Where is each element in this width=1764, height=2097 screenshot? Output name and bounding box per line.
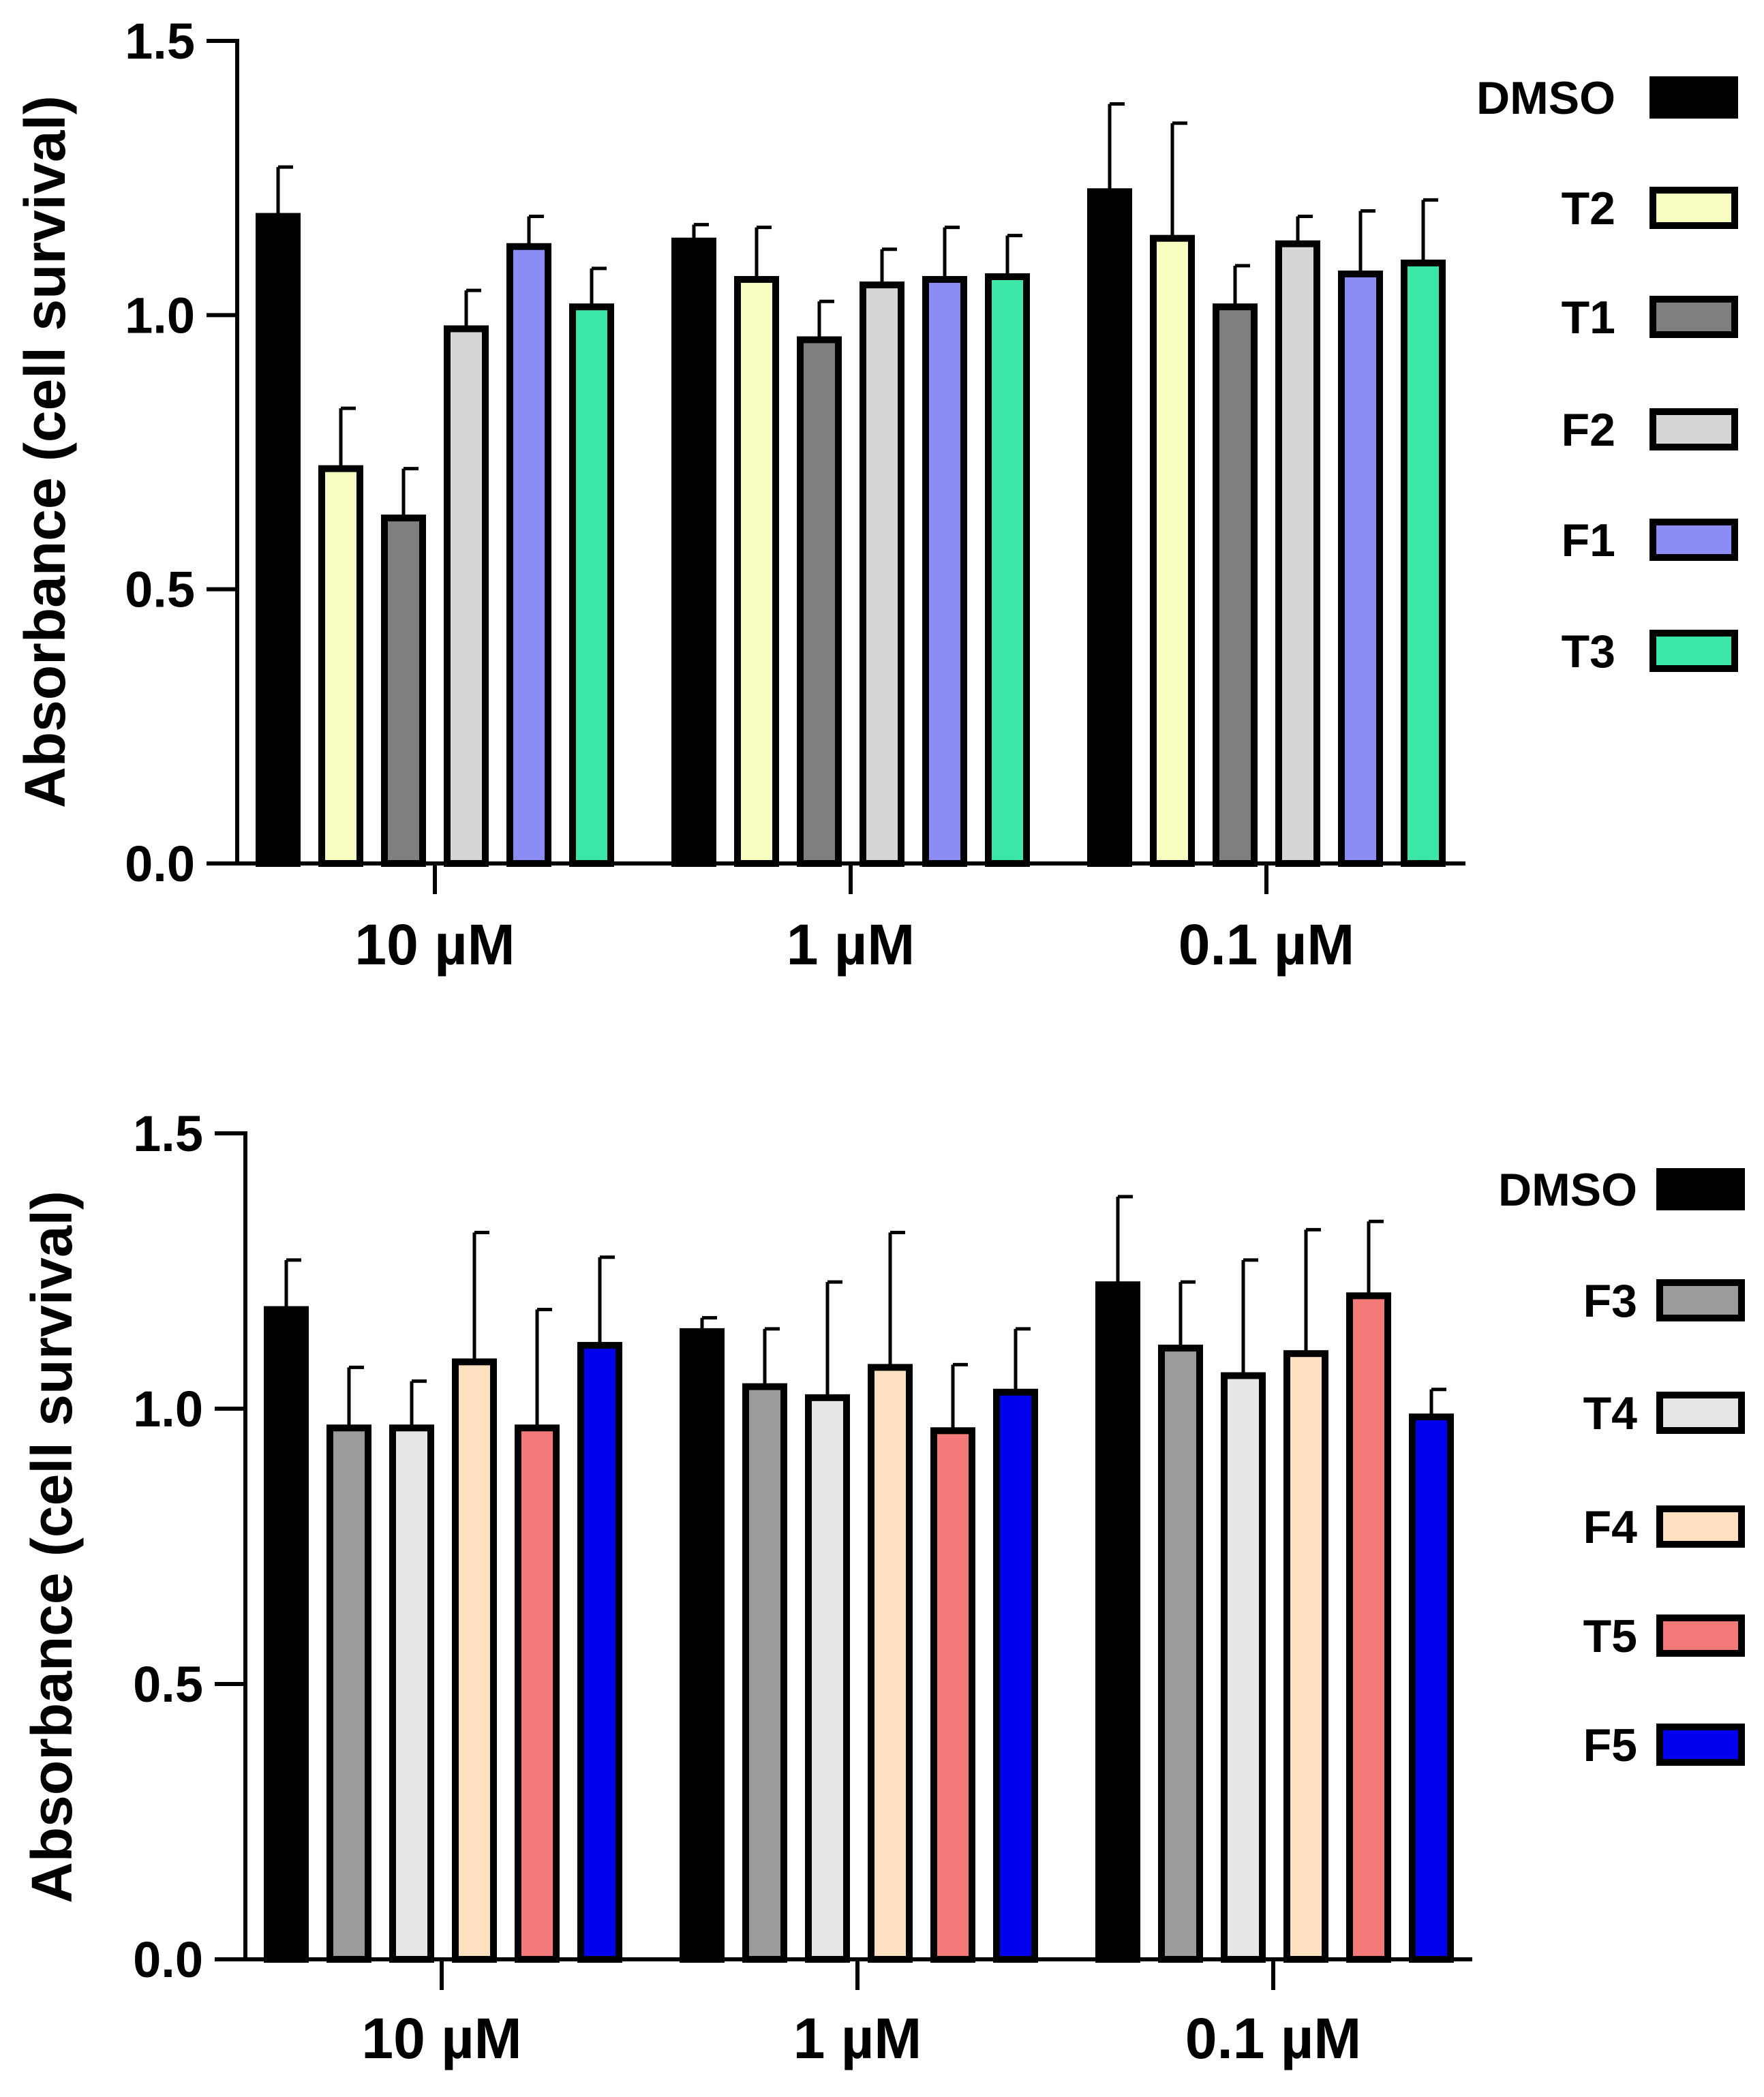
y-tick-label: 1.0 xyxy=(125,287,195,343)
x-tick-label: 1 µM xyxy=(793,2006,922,2070)
legend-swatch-f2 xyxy=(1649,408,1738,450)
legend-label: T5 xyxy=(1583,1610,1637,1662)
bar-dmso xyxy=(1095,1281,1140,1963)
bar-t4 xyxy=(1221,1372,1266,1963)
bar-t3 xyxy=(985,273,1030,867)
legend-swatch-f3 xyxy=(1656,1279,1745,1321)
legend-swatch-t4 xyxy=(1656,1392,1745,1434)
bar-t4 xyxy=(805,1394,850,1963)
bar-t1 xyxy=(381,515,426,867)
bar-dmso xyxy=(1087,188,1132,867)
legend-swatch-dmso xyxy=(1656,1168,1745,1210)
legend-label: T3 xyxy=(1562,626,1615,677)
x-tick-label: 10 µM xyxy=(354,913,515,977)
bar-t4 xyxy=(389,1424,434,1963)
bar-f5 xyxy=(993,1388,1038,1963)
legend-label: DMSO xyxy=(1476,72,1615,124)
legend-label: T2 xyxy=(1562,183,1615,234)
legend-label: F1 xyxy=(1562,515,1615,566)
chart-top: 0.0 0.5 1.0 1.5 10 µM 1 µM 0.1 µM Absorbance (c… xyxy=(13,13,1738,977)
x-tick-label: 0.1 µM xyxy=(1185,2006,1361,2070)
legend-swatch-f4 xyxy=(1656,1505,1745,1548)
legend-label: DMSO xyxy=(1498,1164,1637,1216)
bar-f4 xyxy=(868,1364,913,1963)
legend-swatch-t2 xyxy=(1649,187,1738,229)
bar-f4 xyxy=(1283,1350,1328,1963)
bar-f3 xyxy=(742,1383,787,1963)
y-axis-title: Absorbance (cell survival) xyxy=(20,1191,84,1903)
x-tick-label: 10 µM xyxy=(361,2006,521,2070)
bar-f2 xyxy=(1275,240,1320,867)
legend-label: T4 xyxy=(1583,1388,1638,1439)
y-tick-label: 0.5 xyxy=(125,562,195,618)
chart-bottom: 0.0 0.5 1.0 1.5 10 µM 1 µM 0.1 µM Absorbance (c… xyxy=(20,1105,1745,2070)
bar-t1 xyxy=(1213,303,1258,868)
bar-f5 xyxy=(577,1342,622,1963)
y-tick-label: 0.0 xyxy=(133,1931,203,1988)
bar-dmso xyxy=(680,1328,725,1963)
legend-label: T1 xyxy=(1562,292,1615,343)
bar-t2 xyxy=(318,465,363,867)
legend-swatch-f5 xyxy=(1656,1724,1745,1766)
bar-t2 xyxy=(734,276,779,867)
legend-label: F2 xyxy=(1562,404,1615,456)
bar-f1 xyxy=(922,276,967,867)
bar-dmso xyxy=(256,213,301,867)
bar-f5 xyxy=(1409,1413,1454,1963)
legend-label: F3 xyxy=(1583,1275,1637,1327)
bar-t3 xyxy=(1401,259,1446,867)
bar-f4 xyxy=(452,1358,497,1963)
bar-f1 xyxy=(1338,270,1383,867)
legend-swatch-f1 xyxy=(1649,519,1738,561)
bar-t3 xyxy=(569,303,614,868)
legend-swatch-dmso xyxy=(1649,76,1738,119)
bar-t5 xyxy=(930,1427,975,1963)
bar-t1 xyxy=(797,336,842,867)
y-tick-label: 0.5 xyxy=(133,1656,203,1713)
legend-swatch-t5 xyxy=(1656,1614,1745,1657)
bar-f2 xyxy=(444,325,489,867)
bar-t5 xyxy=(515,1424,560,1963)
y-tick-label: 1.5 xyxy=(125,13,195,70)
legend-swatch-t1 xyxy=(1649,296,1738,338)
bar-t5 xyxy=(1346,1292,1391,1963)
x-tick-label: 0.1 µM xyxy=(1178,913,1354,977)
bar-f3 xyxy=(326,1424,371,1963)
bar-dmso xyxy=(264,1306,309,1963)
x-tick-label: 1 µM xyxy=(787,913,915,977)
bar-f2 xyxy=(860,281,904,867)
bar-f1 xyxy=(506,243,551,867)
bar-t2 xyxy=(1150,234,1195,867)
legend-swatch-t3 xyxy=(1649,630,1738,672)
bar-dmso xyxy=(671,237,716,868)
legend-label: F5 xyxy=(1583,1719,1637,1771)
bar-f3 xyxy=(1158,1345,1203,1963)
y-tick-label: 1.0 xyxy=(133,1381,203,1437)
y-axis-title: Absorbance (cell survival) xyxy=(13,95,77,808)
legend-label: F4 xyxy=(1583,1501,1638,1553)
y-tick-label: 1.5 xyxy=(133,1105,203,1162)
y-tick-label: 0.0 xyxy=(125,836,195,892)
